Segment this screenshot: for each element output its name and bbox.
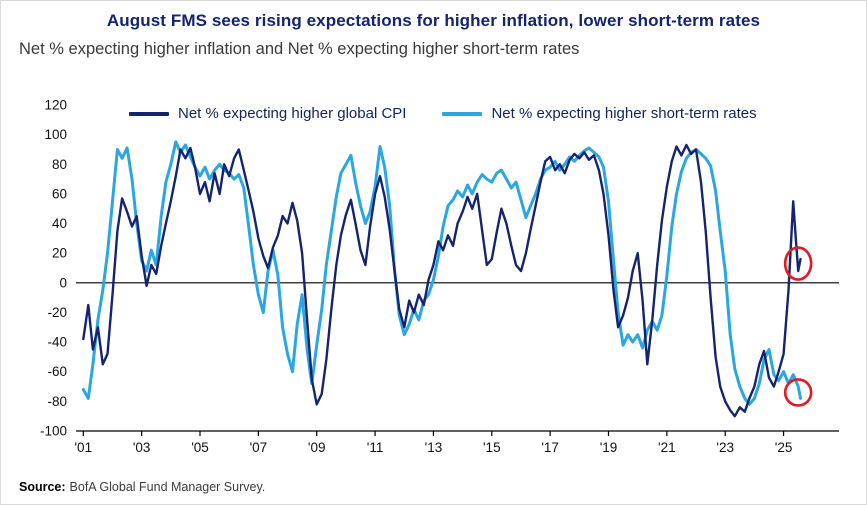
y-axis-tick-label: 0 (59, 275, 67, 290)
x-axis-tick-label: '11 (367, 440, 384, 455)
x-axis-tick-label: '19 (600, 440, 618, 455)
x-axis-tick-label: '25 (775, 440, 793, 455)
y-axis-tick-label: 120 (44, 98, 67, 113)
y-axis-tick-label: -60 (47, 364, 67, 379)
x-axis-tick-label: '15 (483, 440, 501, 455)
x-axis-tick-label: '21 (658, 440, 676, 455)
y-axis-tick-label: -40 (47, 335, 67, 350)
series-line-cpi (82, 143, 802, 418)
legend-item-cpi: Net % expecting higher global CPI (129, 105, 406, 122)
series-line-rates (81, 140, 802, 406)
x-axis-tick-label: '01 (74, 440, 92, 455)
legend-swatch-cpi-line (129, 111, 169, 116)
chart-title: August FMS sees rising expectations for … (106, 11, 761, 30)
annotation-circle (783, 378, 813, 407)
x-axis-tick-label: '09 (308, 440, 326, 455)
x-axis-tick-label: '23 (716, 440, 734, 455)
y-axis-tick-label: -100 (40, 424, 67, 439)
x-axis-tick-label: '03 (133, 440, 151, 455)
y-axis-tick-label: 100 (44, 127, 67, 142)
x-axis-tick-label: '13 (425, 440, 443, 455)
y-axis-tick-label: 60 (52, 186, 67, 201)
y-axis-tick-label: 80 (52, 157, 67, 172)
legend-label-rates: Net % expecting higher short-term rates (491, 105, 757, 122)
y-axis-tick-label: -20 (47, 305, 67, 320)
legend-swatch-rates-line (442, 111, 483, 116)
chart-subtitle: Net % expecting higher inflation and Net… (19, 40, 580, 58)
annotation-circle (783, 246, 813, 281)
y-axis-tick-label: 40 (52, 216, 67, 231)
y-axis-tick-label: 20 (52, 246, 67, 261)
chart-legend: Net % expecting higher global CPI Net % … (129, 105, 757, 122)
line-chart: 120 100 80 60 40 20 0 -20 -40 -60 -80 -100 '01 '03 '05… (40, 98, 839, 455)
x-axis-tick-label: '05 (191, 440, 209, 455)
legend-label-cpi: Net % expecting higher global CPI (178, 105, 407, 122)
x-axis-tick-label: '07 (250, 440, 268, 455)
legend-item-rates: Net % expecting higher short-term rates (442, 105, 757, 122)
y-axis-tick-label: -80 (47, 394, 67, 409)
x-axis-tick-label: '17 (541, 440, 559, 455)
source-note: Source: BofA Global Fund Manager Survey. (19, 480, 265, 494)
source-text: BofA Global Fund Manager Survey. (69, 480, 266, 494)
source-label: Source: (19, 480, 66, 494)
